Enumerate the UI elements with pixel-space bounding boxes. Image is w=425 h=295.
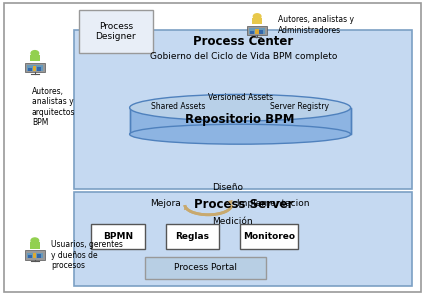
- Text: Versioned Assets: Versioned Assets: [207, 93, 273, 101]
- Bar: [144, 257, 266, 279]
- Bar: [252, 18, 262, 24]
- Bar: [74, 192, 412, 286]
- Text: Autores,
analistas y
arquitectos
BPM: Autores, analistas y arquitectos BPM: [32, 87, 75, 127]
- Bar: [33, 66, 36, 71]
- Ellipse shape: [130, 94, 351, 121]
- Bar: [37, 67, 41, 71]
- Ellipse shape: [130, 124, 351, 144]
- Text: Shared Assets: Shared Assets: [151, 102, 205, 111]
- Circle shape: [31, 238, 39, 243]
- Text: Reglas: Reglas: [175, 232, 209, 241]
- Text: Mejora: Mejora: [150, 199, 181, 208]
- Bar: [130, 108, 351, 134]
- Bar: [28, 255, 32, 258]
- Bar: [259, 30, 263, 34]
- Text: Implementacion: Implementacion: [236, 199, 309, 208]
- Text: Medición: Medición: [212, 217, 253, 226]
- Circle shape: [253, 14, 261, 19]
- Bar: [25, 63, 45, 72]
- Bar: [74, 30, 412, 189]
- Text: Process
Designer: Process Designer: [96, 22, 136, 41]
- Bar: [25, 250, 45, 260]
- Text: Monitoreo: Monitoreo: [243, 232, 295, 241]
- Bar: [166, 224, 219, 249]
- Bar: [247, 26, 267, 35]
- Text: Process Server: Process Server: [193, 198, 293, 211]
- Bar: [79, 10, 153, 53]
- Bar: [30, 242, 40, 249]
- Bar: [255, 29, 258, 34]
- Bar: [250, 31, 254, 34]
- Text: BPMN: BPMN: [103, 232, 133, 241]
- Text: Gobierno del Ciclo de Vida BPM completo: Gobierno del Ciclo de Vida BPM completo: [150, 52, 337, 61]
- Bar: [27, 65, 43, 71]
- Text: Usuarios, gerentes
y dueños de
procesos: Usuarios, gerentes y dueños de procesos: [51, 240, 123, 270]
- Bar: [240, 224, 298, 249]
- Bar: [28, 68, 32, 71]
- Text: Process Portal: Process Portal: [173, 263, 237, 272]
- Bar: [37, 254, 41, 258]
- Circle shape: [31, 51, 39, 56]
- Bar: [249, 28, 265, 34]
- Text: Process Center: Process Center: [193, 35, 293, 48]
- Text: Repositorio BPM: Repositorio BPM: [185, 113, 295, 126]
- Text: Diseño: Diseño: [212, 183, 244, 192]
- Bar: [27, 253, 43, 258]
- Text: Autores, analistas y
Administradores: Autores, analistas y Administradores: [278, 15, 354, 35]
- Bar: [91, 224, 144, 249]
- Bar: [30, 55, 40, 61]
- Text: Server Registry: Server Registry: [270, 102, 329, 111]
- Bar: [33, 253, 36, 258]
